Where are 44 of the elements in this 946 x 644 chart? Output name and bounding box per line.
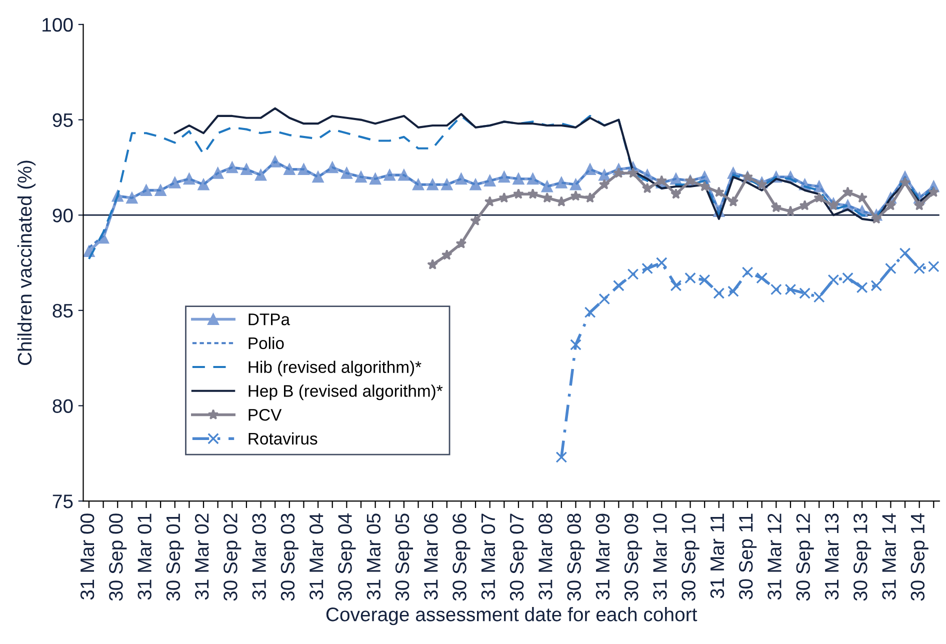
- x-tick-label: 30 Sep 12: [796, 514, 814, 601]
- legend-label: DTPa: [248, 314, 290, 326]
- x-tick-label: 30 Sep 05: [395, 514, 413, 601]
- y-tick-label: 80: [52, 399, 73, 413]
- x-tick-label: 31 Mar 04: [309, 513, 324, 600]
- x-tick-label: 31 Mar 07: [481, 514, 496, 600]
- y-tick-label: 85: [52, 304, 73, 318]
- x-tick-label: 31 Mar 00: [80, 514, 94, 600]
- x-tick-label: 31 Mar 08: [538, 514, 552, 600]
- x-tick-label: 31 Mar 06: [424, 514, 438, 600]
- x-tick-label: 31 Mar 14: [882, 513, 896, 600]
- x-tick-label: 30 Sep 03: [280, 514, 298, 601]
- x-tick-label: 30 Sep 13: [854, 514, 872, 601]
- x-tick-label: 30 Sep 14: [910, 513, 928, 601]
- legend-label: PCV: [248, 408, 282, 421]
- x-tick-label: 30 Sep 02: [224, 514, 242, 601]
- x-tick-label: 30 Sep 07: [510, 514, 528, 601]
- x-tick-label: 30 Sep 00: [109, 514, 127, 601]
- x-tick-label: 31 Mar 09: [596, 514, 610, 600]
- x-tick-label: 31 Mar 05: [366, 514, 381, 600]
- x-tick-label: 30 Sep 10: [682, 514, 700, 601]
- y-axis-title: Children vaccinated (%): [17, 160, 36, 365]
- y-tick-label: 90: [52, 208, 73, 222]
- x-tick-label: 30 Sep 11: [738, 514, 757, 600]
- y-tick-label: 95: [52, 113, 73, 128]
- x-tick-label: 30 Sep 06: [452, 514, 470, 601]
- x-tick-label: 30 Sep 08: [567, 514, 585, 601]
- x-tick-label: 30 Sep 01: [166, 514, 184, 601]
- x-tick-label: 31 Mar 12: [768, 514, 782, 600]
- x-tick-label: 31 Mar 13: [824, 514, 839, 600]
- x-tick-label: 31 Mar 03: [252, 514, 266, 600]
- legend-label: Polio: [248, 336, 284, 350]
- x-tick-label: 30 Sep 04: [338, 513, 356, 601]
- x-tick-label: 31 Mar 11: [710, 514, 724, 598]
- x-tick-label: 31 Mar 10: [653, 514, 667, 600]
- x-tick-label: 31 Mar 02: [194, 514, 209, 600]
- y-tick-label: 75: [52, 494, 73, 508]
- legend-label: Hep B (revised algorithm)*: [248, 384, 443, 400]
- legend-label: Rotavirus: [248, 432, 318, 445]
- x-tick-label: 30 Sep 09: [624, 514, 642, 601]
- x-axis-title: Coverage assessment date for each cohort: [326, 607, 698, 626]
- legend-label: Hib (revised algorithm)*: [248, 360, 422, 376]
- y-tick-label: 100: [42, 18, 73, 32]
- x-tick-label: 31 Mar 01: [138, 514, 152, 600]
